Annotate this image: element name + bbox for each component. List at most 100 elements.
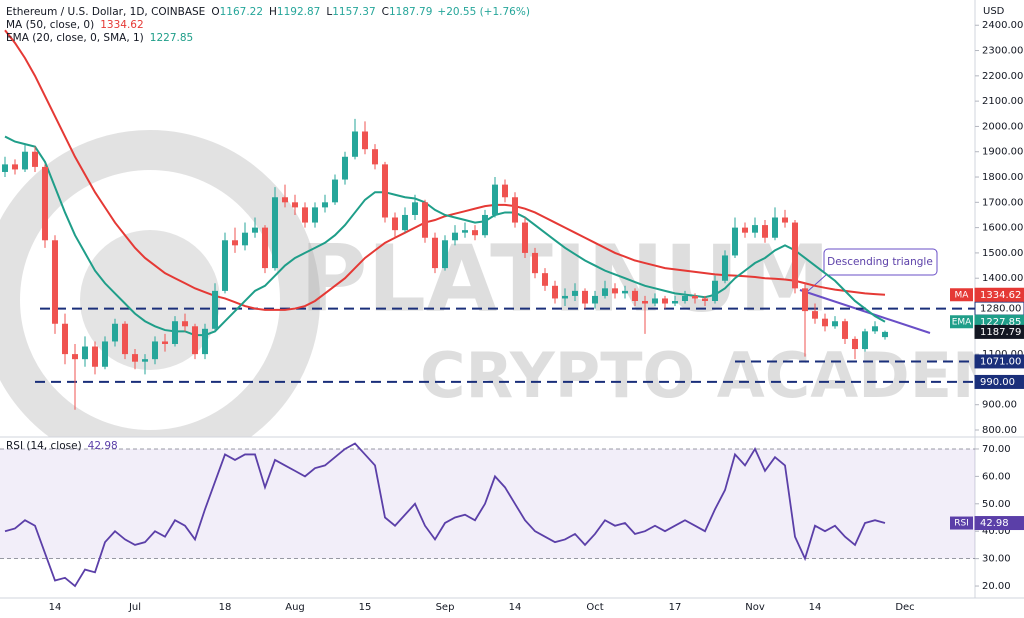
legend: EMA (20, close, 0, SMA, 1) 1227.85 bbox=[6, 32, 193, 44]
y-tick-label: 1600.00 bbox=[982, 223, 1023, 234]
y-tick-label: 2100.00 bbox=[982, 96, 1023, 107]
price-tag bbox=[974, 516, 1024, 531]
x-tick-label: Oct bbox=[586, 602, 603, 613]
candle-body bbox=[412, 202, 418, 215]
candle-body bbox=[562, 295, 568, 299]
candle-body bbox=[692, 295, 698, 299]
candle-body bbox=[552, 285, 558, 299]
y-tick-label: 30.00 bbox=[982, 554, 1011, 565]
candle-body bbox=[742, 227, 748, 233]
candle-body bbox=[192, 326, 198, 355]
indicator-line bbox=[4, 135, 886, 337]
candle-body bbox=[802, 288, 808, 312]
candle-body bbox=[362, 131, 368, 150]
candle-body bbox=[502, 184, 508, 198]
watermark-text: CRYPTO ACADEMY bbox=[420, 339, 1024, 412]
price-tag-label: 990.00 bbox=[980, 377, 1015, 388]
candle-body bbox=[272, 197, 278, 269]
candle-body bbox=[832, 321, 838, 327]
annotation-box bbox=[823, 248, 938, 276]
candle-body bbox=[822, 318, 828, 327]
price-tag-label: 1334.62 bbox=[980, 290, 1021, 301]
candle-body bbox=[12, 164, 18, 170]
candle-body bbox=[102, 341, 108, 367]
candle-body bbox=[772, 217, 778, 238]
candle-body bbox=[582, 290, 588, 304]
candle-body bbox=[462, 230, 468, 233]
candle-body bbox=[762, 225, 768, 238]
candle-body bbox=[22, 151, 28, 170]
legend: RSI (14, close) 42.98 bbox=[6, 440, 118, 452]
ohlc-value: 1192.87 bbox=[277, 6, 320, 18]
rsi-line bbox=[4, 442, 886, 588]
price-tag bbox=[974, 354, 1024, 369]
candle-body bbox=[312, 207, 318, 223]
candle-body bbox=[862, 331, 868, 350]
y-tick-label: 20.00 bbox=[982, 581, 1011, 592]
y-tick-label: 1700.00 bbox=[982, 197, 1023, 208]
candle-body bbox=[632, 290, 638, 301]
price-tag-label: 42.98 bbox=[980, 518, 1009, 529]
price-tag bbox=[974, 374, 1024, 389]
annotation-pointer bbox=[807, 274, 827, 292]
candle-body bbox=[422, 202, 428, 238]
legend-value: 42.98 bbox=[88, 440, 118, 452]
price-tag-label: 1187.79 bbox=[980, 327, 1021, 338]
candle-body bbox=[62, 323, 68, 355]
candle-body bbox=[872, 326, 878, 332]
legend-value: 1227.85 bbox=[150, 32, 193, 44]
y-tick-label: 2300.00 bbox=[982, 46, 1023, 57]
candle-body bbox=[172, 321, 178, 344]
candle-body bbox=[132, 354, 138, 362]
tag-badge-label: EMA bbox=[952, 317, 972, 327]
x-tick-label: 14 bbox=[49, 602, 62, 613]
candle-body bbox=[302, 207, 308, 223]
y-tick-label: 1800.00 bbox=[982, 172, 1023, 183]
candle-body bbox=[472, 230, 478, 236]
y-tick-label: 50.00 bbox=[982, 499, 1011, 510]
candle-body bbox=[352, 131, 358, 157]
candle-body bbox=[792, 222, 798, 289]
ohlc-letter: O bbox=[211, 6, 219, 18]
candle-body bbox=[452, 232, 458, 241]
x-tick-label: Sep bbox=[436, 602, 455, 613]
symbol: Ethereum / U.S. Dollar, 1D, COINBASE bbox=[6, 6, 205, 18]
candle-body bbox=[292, 202, 298, 208]
candle-body bbox=[262, 227, 268, 269]
candle-body bbox=[622, 290, 628, 294]
y-tick-label: 1400.00 bbox=[982, 273, 1023, 284]
watermark-logo bbox=[0, 130, 320, 437]
y-tick-label: 1900.00 bbox=[982, 147, 1023, 158]
tag-badge bbox=[950, 516, 973, 530]
candle-body bbox=[752, 225, 758, 233]
change: +20.55 (+1.76%) bbox=[437, 6, 530, 18]
y-tick-label: 900.00 bbox=[982, 400, 1017, 411]
ohlc-value: 1187.79 bbox=[389, 6, 432, 18]
x-tick-label: 18 bbox=[219, 602, 232, 613]
y-tick-label: 2400.00 bbox=[982, 20, 1023, 31]
candle-body bbox=[402, 214, 408, 231]
candle-body bbox=[72, 354, 78, 360]
legend-name: EMA (20, close, 0, SMA, 1) bbox=[6, 32, 144, 44]
x-tick-label: Aug bbox=[285, 602, 305, 613]
candle-body bbox=[522, 222, 528, 253]
candle-body bbox=[202, 328, 208, 355]
x-tick-label: 17 bbox=[669, 602, 682, 613]
candle-body bbox=[122, 323, 128, 355]
x-tick-label: 14 bbox=[509, 602, 522, 613]
candle-body bbox=[572, 290, 578, 296]
candle-body bbox=[112, 323, 118, 342]
tag-badge bbox=[950, 288, 973, 302]
tag-badge bbox=[950, 315, 973, 329]
candle-body bbox=[592, 295, 598, 304]
price-tag-label: 1227.85 bbox=[980, 317, 1021, 328]
candle-body bbox=[162, 341, 168, 344]
candle-body bbox=[852, 338, 858, 350]
candle-body bbox=[382, 164, 388, 218]
watermark-text: PLATINUM bbox=[300, 225, 830, 332]
candle-body bbox=[842, 321, 848, 339]
candle-body bbox=[432, 237, 438, 269]
candle-body bbox=[702, 298, 708, 301]
candle-body bbox=[342, 156, 348, 180]
